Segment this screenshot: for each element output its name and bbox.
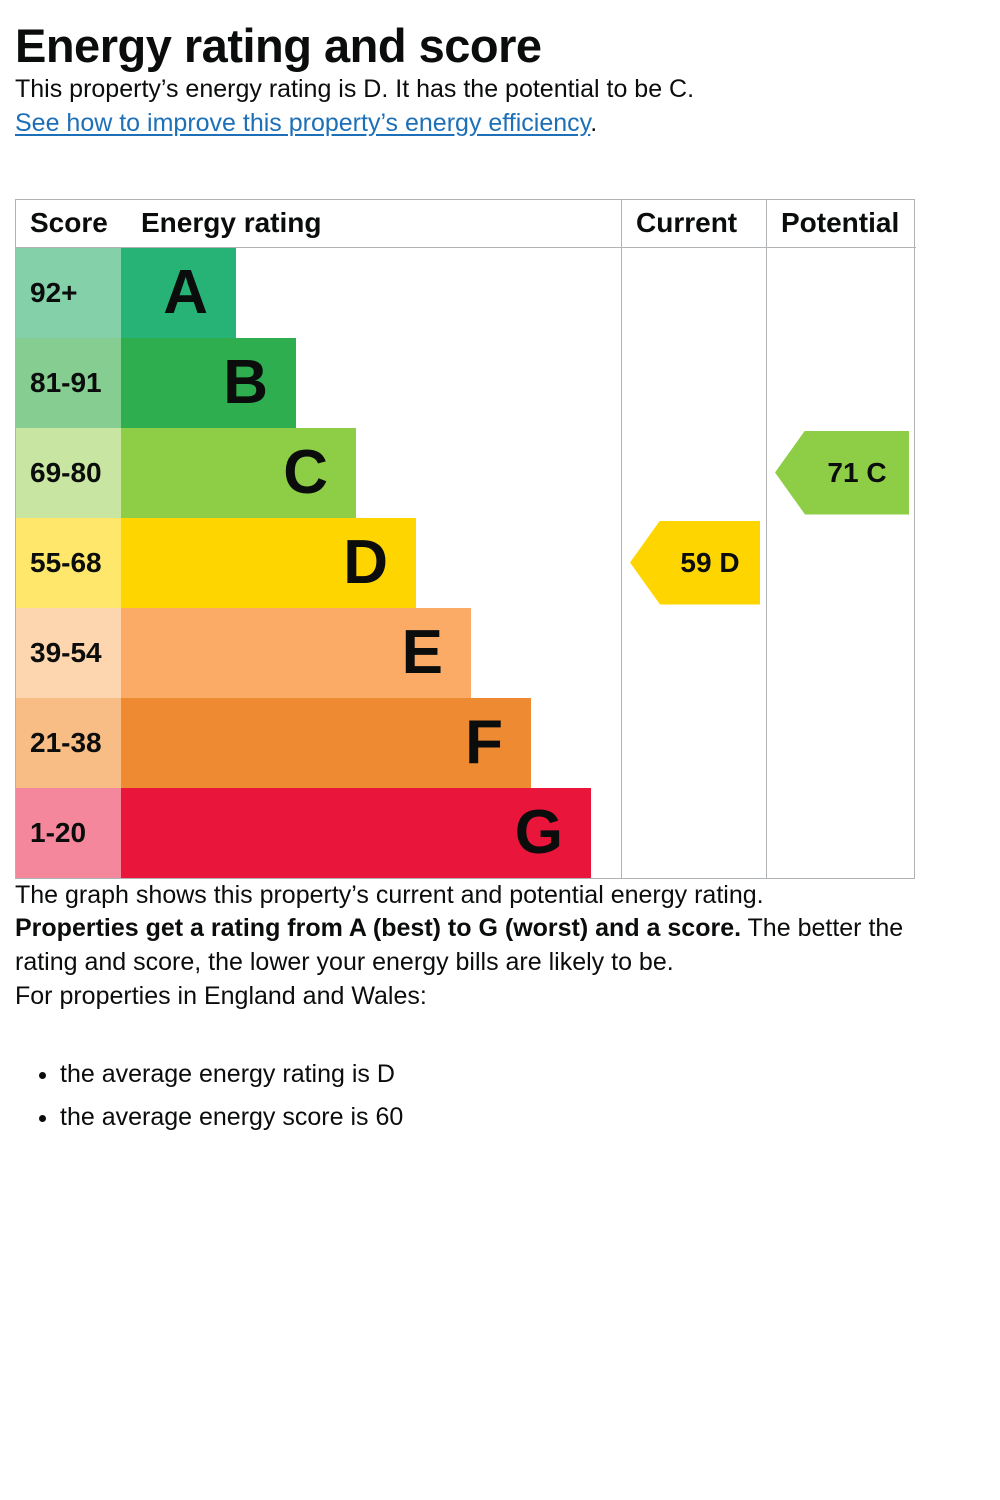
potential-column: 71 C — [766, 247, 916, 878]
col-header-current: Current — [621, 199, 766, 248]
rating-explanation-bold: Properties get a rating from A (best) to… — [15, 914, 742, 943]
averages-list: the average energy rating is D the avera… — [15, 1060, 985, 1132]
region-heading: For properties in England and Wales: — [15, 981, 427, 1010]
band-bar-c: C — [121, 427, 356, 518]
current-rating-label: 59 D — [680, 546, 740, 578]
band-row-g: G — [121, 787, 621, 878]
band-row-d: D — [121, 517, 621, 608]
score-range-d: 55-68 — [16, 517, 121, 608]
band-bar-d: D — [121, 517, 416, 608]
potential-rating-label: 71 C — [827, 456, 887, 488]
col-header-energy-rating: Energy rating — [121, 200, 621, 248]
current-column: 59 D — [621, 247, 766, 878]
band-row-b: B — [121, 337, 621, 428]
band-letter-b: B — [223, 347, 268, 417]
band-bar-b: B — [121, 337, 296, 428]
improve-efficiency-link[interactable]: See how to improve this property’s energ… — [15, 108, 591, 137]
band-row-c: C — [121, 427, 621, 518]
col-header-potential: Potential — [766, 199, 916, 248]
band-bar-f: F — [121, 697, 531, 788]
col-header-score: Score — [16, 200, 121, 248]
current-rating-arrow: 59 D — [630, 520, 760, 605]
list-item-average-rating: the average energy rating is D — [60, 1060, 985, 1089]
score-range-b: 81-91 — [16, 337, 121, 428]
score-range-c: 69-80 — [16, 427, 121, 518]
link-suffix: . — [590, 108, 598, 137]
score-range-g: 1-20 — [16, 787, 121, 878]
graph-caption: The graph shows this property’s current … — [15, 880, 764, 909]
list-item-average-score: the average energy score is 60 — [60, 1103, 985, 1132]
intro-text: This property’s energy rating is D. It h… — [15, 75, 695, 103]
score-range-a: 92+ — [16, 247, 121, 338]
epc-chart: Score Energy rating Current Potential 92… — [15, 198, 916, 879]
page-title: Energy rating and score — [15, 19, 542, 72]
band-row-e: E — [121, 607, 621, 698]
score-range-f: 21-38 — [16, 697, 121, 788]
band-bar-a: A — [121, 247, 236, 338]
band-letter-e: E — [401, 617, 443, 687]
band-letter-g: G — [514, 797, 563, 867]
improve-link-line: See how to improve this property’s energ… — [15, 107, 985, 141]
band-letter-c: C — [283, 437, 328, 507]
band-bar-e: E — [121, 607, 471, 698]
band-letter-f: F — [465, 707, 503, 777]
potential-rating-arrow: 71 C — [775, 430, 909, 515]
rating-explanation-rest: The better the rating and score, the low… — [15, 914, 904, 976]
band-row-a: A — [121, 247, 621, 338]
band-row-f: F — [121, 697, 621, 788]
band-bar-g: G — [121, 787, 591, 878]
score-range-e: 39-54 — [16, 607, 121, 698]
rating-explanation: Properties get a rating from A (best) to… — [15, 912, 945, 980]
band-letter-a: A — [163, 257, 208, 327]
band-letter-d: D — [343, 527, 388, 597]
